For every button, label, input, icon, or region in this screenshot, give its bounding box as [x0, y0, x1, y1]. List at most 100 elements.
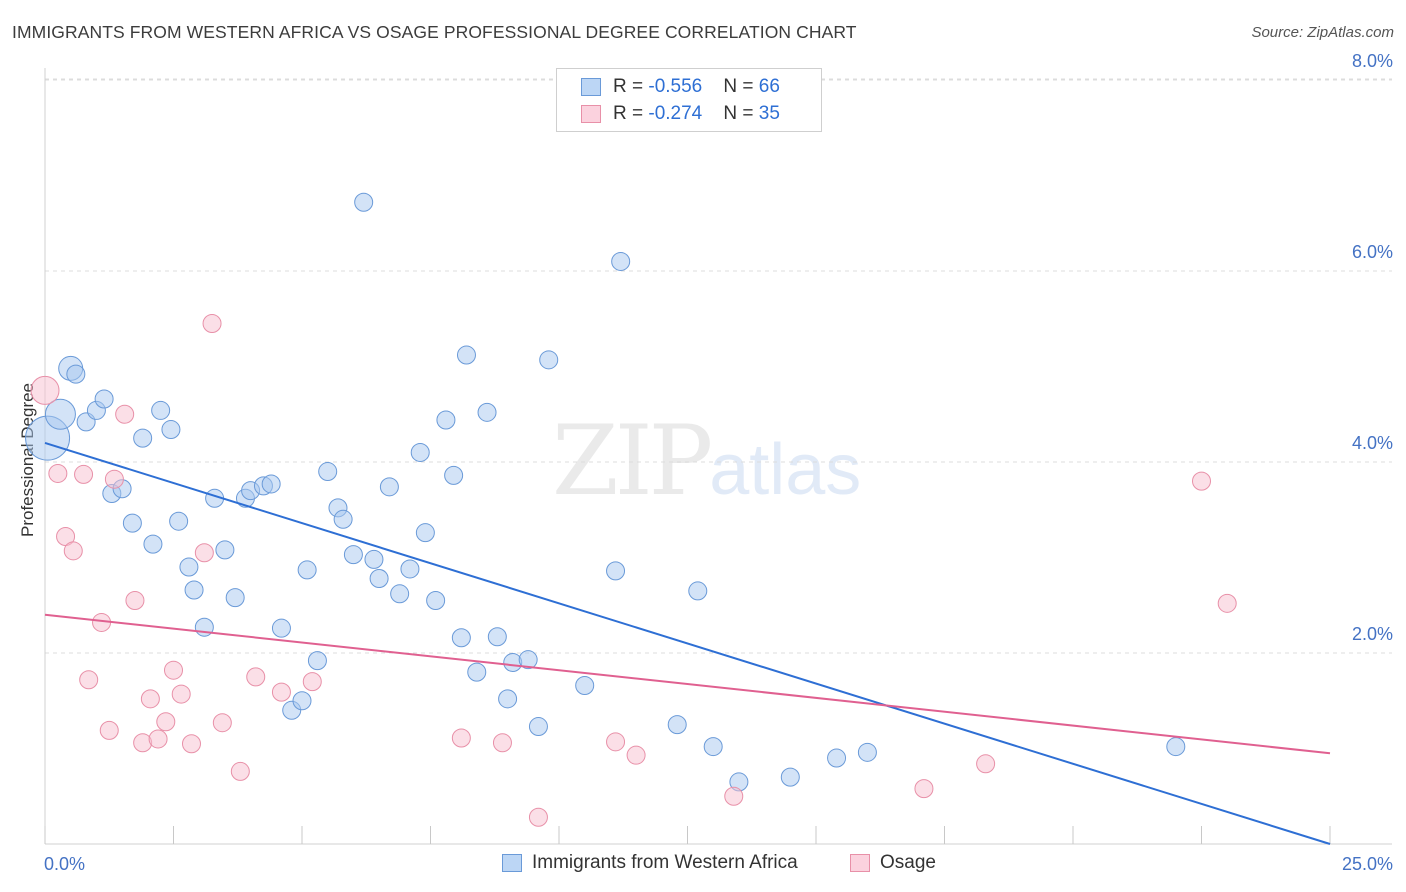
point-osage — [230, 761, 250, 781]
point-osage — [976, 754, 996, 774]
point-western-africa — [271, 618, 291, 638]
point-western-africa — [518, 650, 538, 670]
point-western-africa — [225, 588, 245, 608]
point-osage — [125, 590, 145, 610]
point-western-africa — [390, 584, 410, 604]
point-osage — [79, 670, 99, 690]
point-western-africa — [688, 581, 708, 601]
point-osage — [140, 689, 160, 709]
point-osage — [724, 786, 744, 806]
point-osage — [1192, 471, 1211, 491]
legend-n-value: 66 — [758, 76, 780, 97]
point-osage — [30, 375, 60, 405]
point-osage — [104, 469, 124, 489]
point-western-africa — [297, 560, 317, 580]
point-osage — [914, 779, 934, 799]
point-western-africa — [575, 675, 595, 695]
legend-n-value: 35 — [758, 103, 780, 124]
point-osage — [48, 463, 68, 483]
watermark-zip: ZIP — [552, 405, 713, 517]
point-western-africa — [503, 653, 523, 673]
point-western-africa — [606, 561, 626, 581]
watermark: ZIPatlas — [552, 405, 861, 517]
point-western-africa — [780, 767, 800, 787]
legend-swatch-pink — [581, 105, 601, 123]
point-western-africa — [318, 462, 338, 482]
point-western-africa — [415, 523, 435, 543]
point-western-africa — [528, 717, 548, 737]
point-western-africa — [436, 410, 456, 430]
point-osage — [202, 314, 222, 334]
point-western-africa — [169, 511, 189, 531]
point-western-africa — [133, 428, 153, 448]
point-western-africa — [667, 715, 687, 735]
bottom-legend-swatch-blue — [502, 854, 522, 872]
y-tick-label: 6.0% — [1352, 242, 1393, 262]
legend-r-label: R = — [613, 103, 649, 124]
point-western-africa — [703, 737, 723, 757]
point-western-africa — [539, 350, 559, 370]
point-osage — [451, 728, 471, 748]
point-western-africa — [410, 442, 430, 462]
point-western-africa — [369, 569, 389, 589]
point-western-africa — [444, 465, 464, 485]
point-western-africa — [94, 389, 114, 409]
point-osage — [626, 745, 646, 765]
point-western-africa — [426, 590, 446, 610]
point-western-africa — [343, 545, 363, 565]
point-western-africa — [451, 628, 471, 648]
point-western-africa — [827, 748, 847, 768]
point-western-africa — [400, 559, 420, 579]
legend-n-label: N = — [723, 103, 759, 124]
point-western-africa — [143, 534, 163, 554]
point-osage — [181, 734, 201, 754]
bottom-legend-swatch-pink — [850, 854, 870, 872]
point-western-africa — [498, 689, 518, 709]
point-osage — [115, 404, 135, 424]
source-credit: Source: ZipAtlas.com — [1251, 24, 1394, 41]
trend-line-western-africa — [44, 441, 1331, 845]
point-osage — [148, 729, 168, 749]
point-western-africa — [161, 420, 181, 440]
point-western-africa — [151, 400, 171, 420]
point-western-africa — [261, 474, 281, 494]
point-osage — [194, 543, 214, 563]
legend-swatch-blue — [581, 78, 601, 96]
point-western-africa — [66, 364, 86, 384]
point-western-africa — [467, 662, 487, 682]
point-western-africa — [857, 742, 877, 762]
point-western-africa — [611, 251, 631, 271]
y-tick-label: 2.0% — [1352, 624, 1393, 644]
point-western-africa — [354, 192, 374, 212]
y-tick-label: 4.0% — [1352, 433, 1393, 453]
point-western-africa — [215, 540, 235, 560]
point-western-africa — [292, 691, 312, 711]
point-osage — [63, 541, 83, 561]
point-osage — [99, 720, 119, 740]
legend-r-value: -0.556 — [648, 76, 703, 97]
y-tick-label: 8.0% — [1352, 51, 1393, 71]
legend-n-label: N = — [723, 76, 759, 97]
trend-line-osage — [44, 613, 1331, 755]
point-western-africa — [307, 651, 327, 671]
watermark-atlas: atlas — [709, 430, 862, 510]
point-osage — [1217, 593, 1237, 613]
point-western-africa — [184, 580, 204, 600]
axes — [44, 68, 1392, 845]
tick-labels: 2.0% 4.0% 6.0% 8.0% 0.0% 25.0% — [44, 51, 1393, 874]
trend-lines — [44, 441, 1331, 845]
point-western-africa — [44, 398, 76, 430]
point-western-africa — [477, 402, 497, 422]
point-western-africa — [487, 627, 507, 647]
point-western-africa — [456, 345, 476, 365]
point-western-africa — [333, 509, 353, 529]
point-osage — [212, 713, 232, 733]
legend-r-label: R = — [613, 76, 649, 97]
point-osage — [606, 732, 626, 752]
point-osage — [246, 667, 266, 687]
x-tick-label: 0.0% — [44, 854, 85, 874]
point-osage — [74, 464, 94, 484]
point-osage — [528, 807, 548, 827]
point-osage — [171, 684, 191, 704]
